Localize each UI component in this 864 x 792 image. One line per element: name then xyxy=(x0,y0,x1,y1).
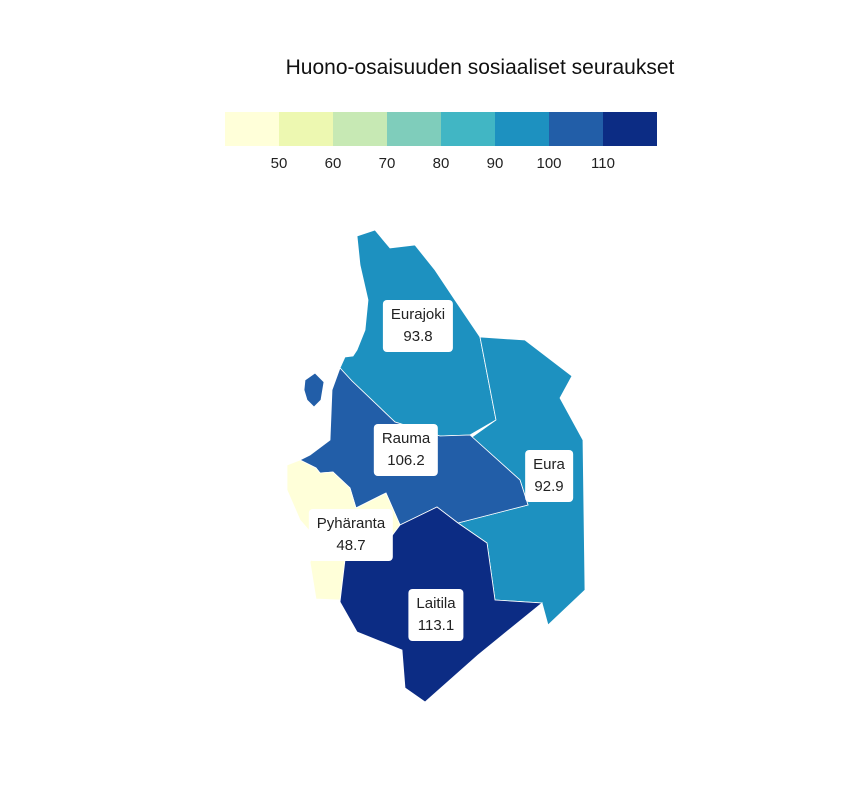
legend-tick: 110 xyxy=(591,155,615,172)
legend-swatch-3 xyxy=(333,112,387,146)
legend-swatch-1 xyxy=(225,112,279,146)
region-name: Eurajoki xyxy=(390,306,446,323)
legend-swatch-4 xyxy=(387,112,441,146)
legend-swatch-6 xyxy=(495,112,549,146)
legend-tick: 50 xyxy=(270,155,288,172)
region-label-eura: Eura 92.9 xyxy=(525,450,573,502)
map-title: Huono-osaisuuden sosiaaliset seuraukset xyxy=(285,56,675,79)
legend-swatch-5 xyxy=(441,112,495,146)
legend-tick: 60 xyxy=(324,155,342,172)
legend-swatch-8 xyxy=(603,112,657,146)
region-value: 92.9 xyxy=(534,478,564,495)
region-name: Eura xyxy=(533,456,565,473)
legend-tick: 100 xyxy=(536,155,562,172)
region-name: Rauma xyxy=(381,430,431,447)
region-value: 106.2 xyxy=(387,452,425,469)
region-rauma-island xyxy=(303,372,325,408)
region-label-eurajoki: Eurajoki 93.8 xyxy=(382,300,454,352)
region-value: 93.8 xyxy=(403,328,433,345)
legend-swatch-2 xyxy=(279,112,333,146)
legend-swatch-7 xyxy=(549,112,603,146)
region-value: 113.1 xyxy=(417,617,455,634)
region-value: 48.7 xyxy=(336,537,366,554)
legend-ticks: 50 60 70 80 90 100 110 xyxy=(0,155,864,175)
color-legend xyxy=(225,112,657,146)
region-label-laitila: Laitila 113.1 xyxy=(408,589,464,641)
region-label-pyharanta: Pyhäranta 48.7 xyxy=(308,509,394,561)
legend-tick: 70 xyxy=(378,155,396,172)
region-label-rauma: Rauma 106.2 xyxy=(373,424,439,476)
legend-tick: 80 xyxy=(432,155,450,172)
legend-tick: 90 xyxy=(486,155,504,172)
region-name: Laitila xyxy=(416,595,456,612)
region-name: Pyhäranta xyxy=(316,515,386,532)
